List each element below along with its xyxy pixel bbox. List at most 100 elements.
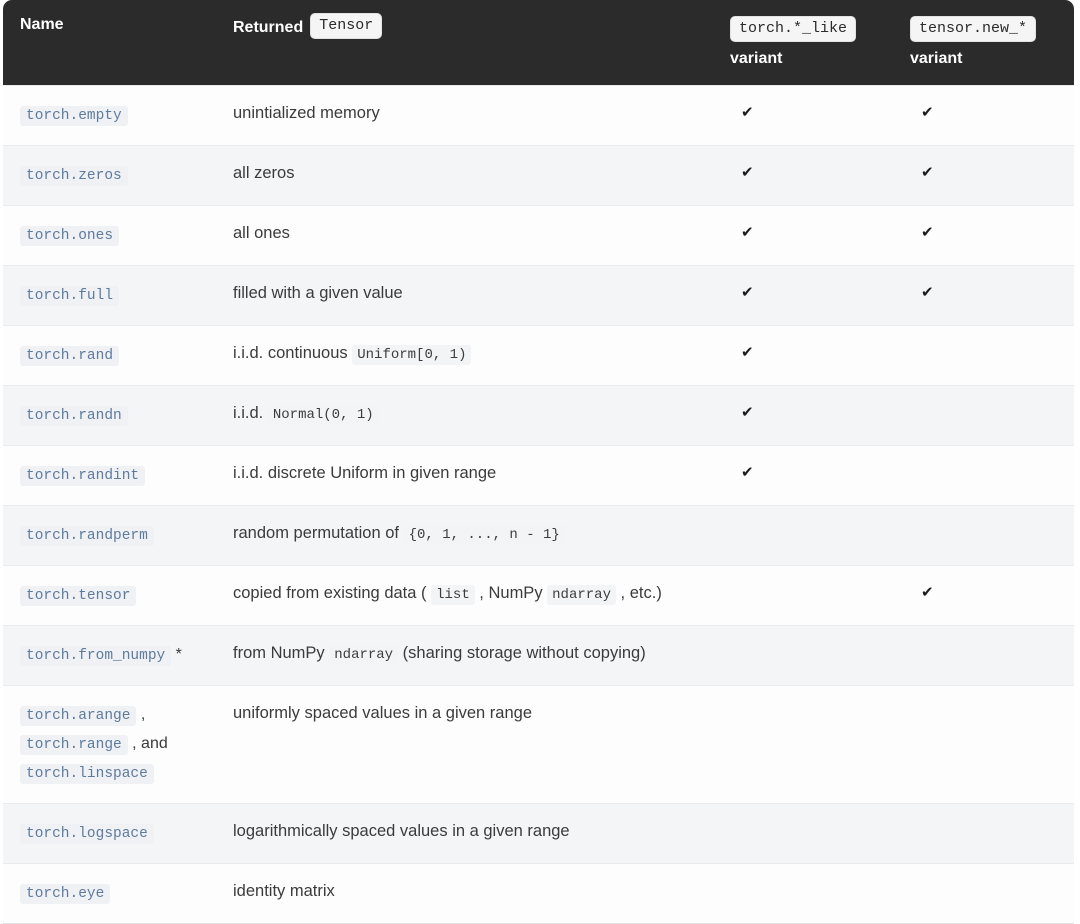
description-text: i.i.d. discrete Uniform in given range (233, 463, 497, 482)
tensor-new-variant-cell (887, 444, 1074, 505)
table-row: torch.empty unintialized memory ✔ ✔ (3, 84, 1074, 145)
table-header: Name Returned Tensor torch.*_like variant… (3, 0, 1074, 85)
torch-like-variant-cell (707, 862, 887, 923)
table-row: torch.full filled with a given value ✔ ✔ (3, 264, 1074, 325)
row-name-cell: torch.randperm (3, 504, 231, 565)
function-link[interactable]: torch.tensor (20, 585, 137, 606)
description-text: , etc.) (615, 583, 662, 602)
function-link[interactable]: torch.arange (20, 705, 137, 726)
torch-like-variant-cell (707, 504, 887, 565)
torch-like-variant-cell: ✔ (707, 384, 887, 445)
name-line: torch.rand (20, 341, 231, 370)
tensor-new-variant-cell (887, 802, 1074, 863)
row-name-cell: torch.arange , torch.range , and torch.lin… (3, 684, 231, 803)
row-name-cell: torch.tensor (3, 564, 231, 625)
torch-like-variant-cell: ✔ (707, 84, 887, 145)
description-text: logarithmically spaced values in a given… (233, 821, 570, 840)
table-row: torch.logspace logarithmically spaced val… (3, 802, 1074, 863)
check-icon: ✔ (741, 403, 754, 421)
text-segment: , (136, 705, 146, 723)
variant-label: variant (910, 50, 963, 67)
table-row: torch.randint i.i.d. discrete Uniform in … (3, 444, 1074, 505)
check-icon: ✔ (741, 223, 754, 241)
description-text: unintialized memory (233, 103, 380, 122)
table-bottom-border (3, 922, 1074, 924)
function-link[interactable]: torch.randn (20, 405, 128, 426)
table-row: torch.from_numpy * from NumPy ndarray (sh… (3, 624, 1074, 685)
column-header-name: Name (3, 0, 231, 85)
torch-like-variant-cell: ✔ (707, 144, 887, 205)
description-text: all zeros (233, 163, 295, 182)
inline-code: Uniform[0, 1) (352, 344, 472, 365)
torch-like-variant-cell: ✔ (707, 444, 887, 505)
row-description-cell: identity matrix (231, 862, 707, 923)
check-icon: ✔ (741, 283, 754, 301)
row-description-cell: from NumPy ndarray (sharing storage with… (231, 624, 707, 685)
text-segment: , and (127, 734, 168, 752)
tensor-new-variant-cell (887, 324, 1074, 385)
description-text: from NumPy (233, 643, 330, 662)
table-body: torch.empty unintialized memory ✔ ✔ torch.ze… (3, 84, 1074, 923)
name-header-label: Name (20, 16, 64, 33)
row-name-cell: torch.empty (3, 84, 231, 145)
tensor-new-variant-cell: ✔ (887, 144, 1074, 205)
description-text: i.i.d. (233, 403, 268, 422)
description-text: filled with a given value (233, 283, 403, 302)
tensor-new-variant-cell (887, 504, 1074, 565)
row-name-cell: torch.eye (3, 862, 231, 923)
table-row: torch.tensor copied from existing data ( … (3, 564, 1074, 625)
tensor-code-badge: Tensor (310, 13, 383, 39)
creation-ops-table: Name Returned Tensor torch.*_like variant… (3, 0, 1074, 923)
check-icon: ✔ (741, 103, 754, 121)
torch-like-variant-cell (707, 624, 887, 685)
function-link[interactable]: torch.eye (20, 883, 111, 904)
column-header-returned-tensor: Returned Tensor (231, 0, 707, 85)
tensor-new-variant-cell: ✔ (887, 264, 1074, 325)
inline-code: ndarray (547, 584, 616, 605)
row-name-cell: torch.logspace (3, 802, 231, 863)
table-row: torch.ones all ones ✔ ✔ (3, 204, 1074, 265)
name-line: torch.tensor (20, 581, 231, 610)
name-line: torch.linspace (20, 759, 231, 788)
function-link[interactable]: torch.randperm (20, 525, 154, 546)
row-description-cell: i.i.d. continuous Uniform[0, 1) (231, 324, 707, 385)
tensor-new-variant-cell: ✔ (887, 204, 1074, 265)
row-description-cell: i.i.d. Normal(0, 1) (231, 384, 707, 445)
row-name-cell: torch.from_numpy * (3, 624, 231, 685)
function-link[interactable]: torch.range (20, 734, 128, 755)
function-link[interactable]: torch.randint (20, 465, 146, 486)
function-link[interactable]: torch.full (20, 285, 120, 306)
check-icon: ✔ (741, 463, 754, 481)
check-icon: ✔ (741, 343, 754, 361)
row-name-cell: torch.ones (3, 204, 231, 265)
function-link[interactable]: torch.ones (20, 225, 120, 246)
function-link[interactable]: torch.zeros (20, 165, 128, 186)
description-text: uniformly spaced values in a given range (233, 703, 533, 722)
description-text: , NumPy (474, 583, 548, 602)
torch-like-variant-cell (707, 564, 887, 625)
name-line: torch.range , and (20, 730, 231, 759)
function-link[interactable]: torch.empty (20, 105, 128, 126)
function-link[interactable]: torch.linspace (20, 763, 154, 784)
name-line: torch.randn (20, 401, 231, 430)
check-icon: ✔ (921, 283, 934, 301)
name-line: torch.zeros (20, 161, 231, 190)
tensor-new-variant-cell: ✔ (887, 84, 1074, 145)
tensor-new-variant-cell (887, 684, 1074, 803)
description-text: identity matrix (233, 881, 335, 900)
name-line: torch.randint (20, 461, 231, 490)
check-icon: ✔ (921, 223, 934, 241)
function-link[interactable]: torch.logspace (20, 823, 154, 844)
tensor-new-variant-cell (887, 384, 1074, 445)
row-description-cell: all ones (231, 204, 707, 265)
function-link[interactable]: torch.rand (20, 345, 120, 366)
function-link[interactable]: torch.from_numpy (20, 645, 172, 666)
inline-code: list (431, 584, 475, 605)
torch-like-variant-cell (707, 684, 887, 803)
torch-like-variant-cell: ✔ (707, 324, 887, 385)
check-icon: ✔ (741, 163, 754, 181)
returned-header-label: Returned (233, 19, 304, 36)
column-header-torch-like-variant: torch.*_like variant (707, 0, 887, 85)
torch-like-variant-cell (707, 802, 887, 863)
name-line: torch.from_numpy * (20, 641, 231, 670)
